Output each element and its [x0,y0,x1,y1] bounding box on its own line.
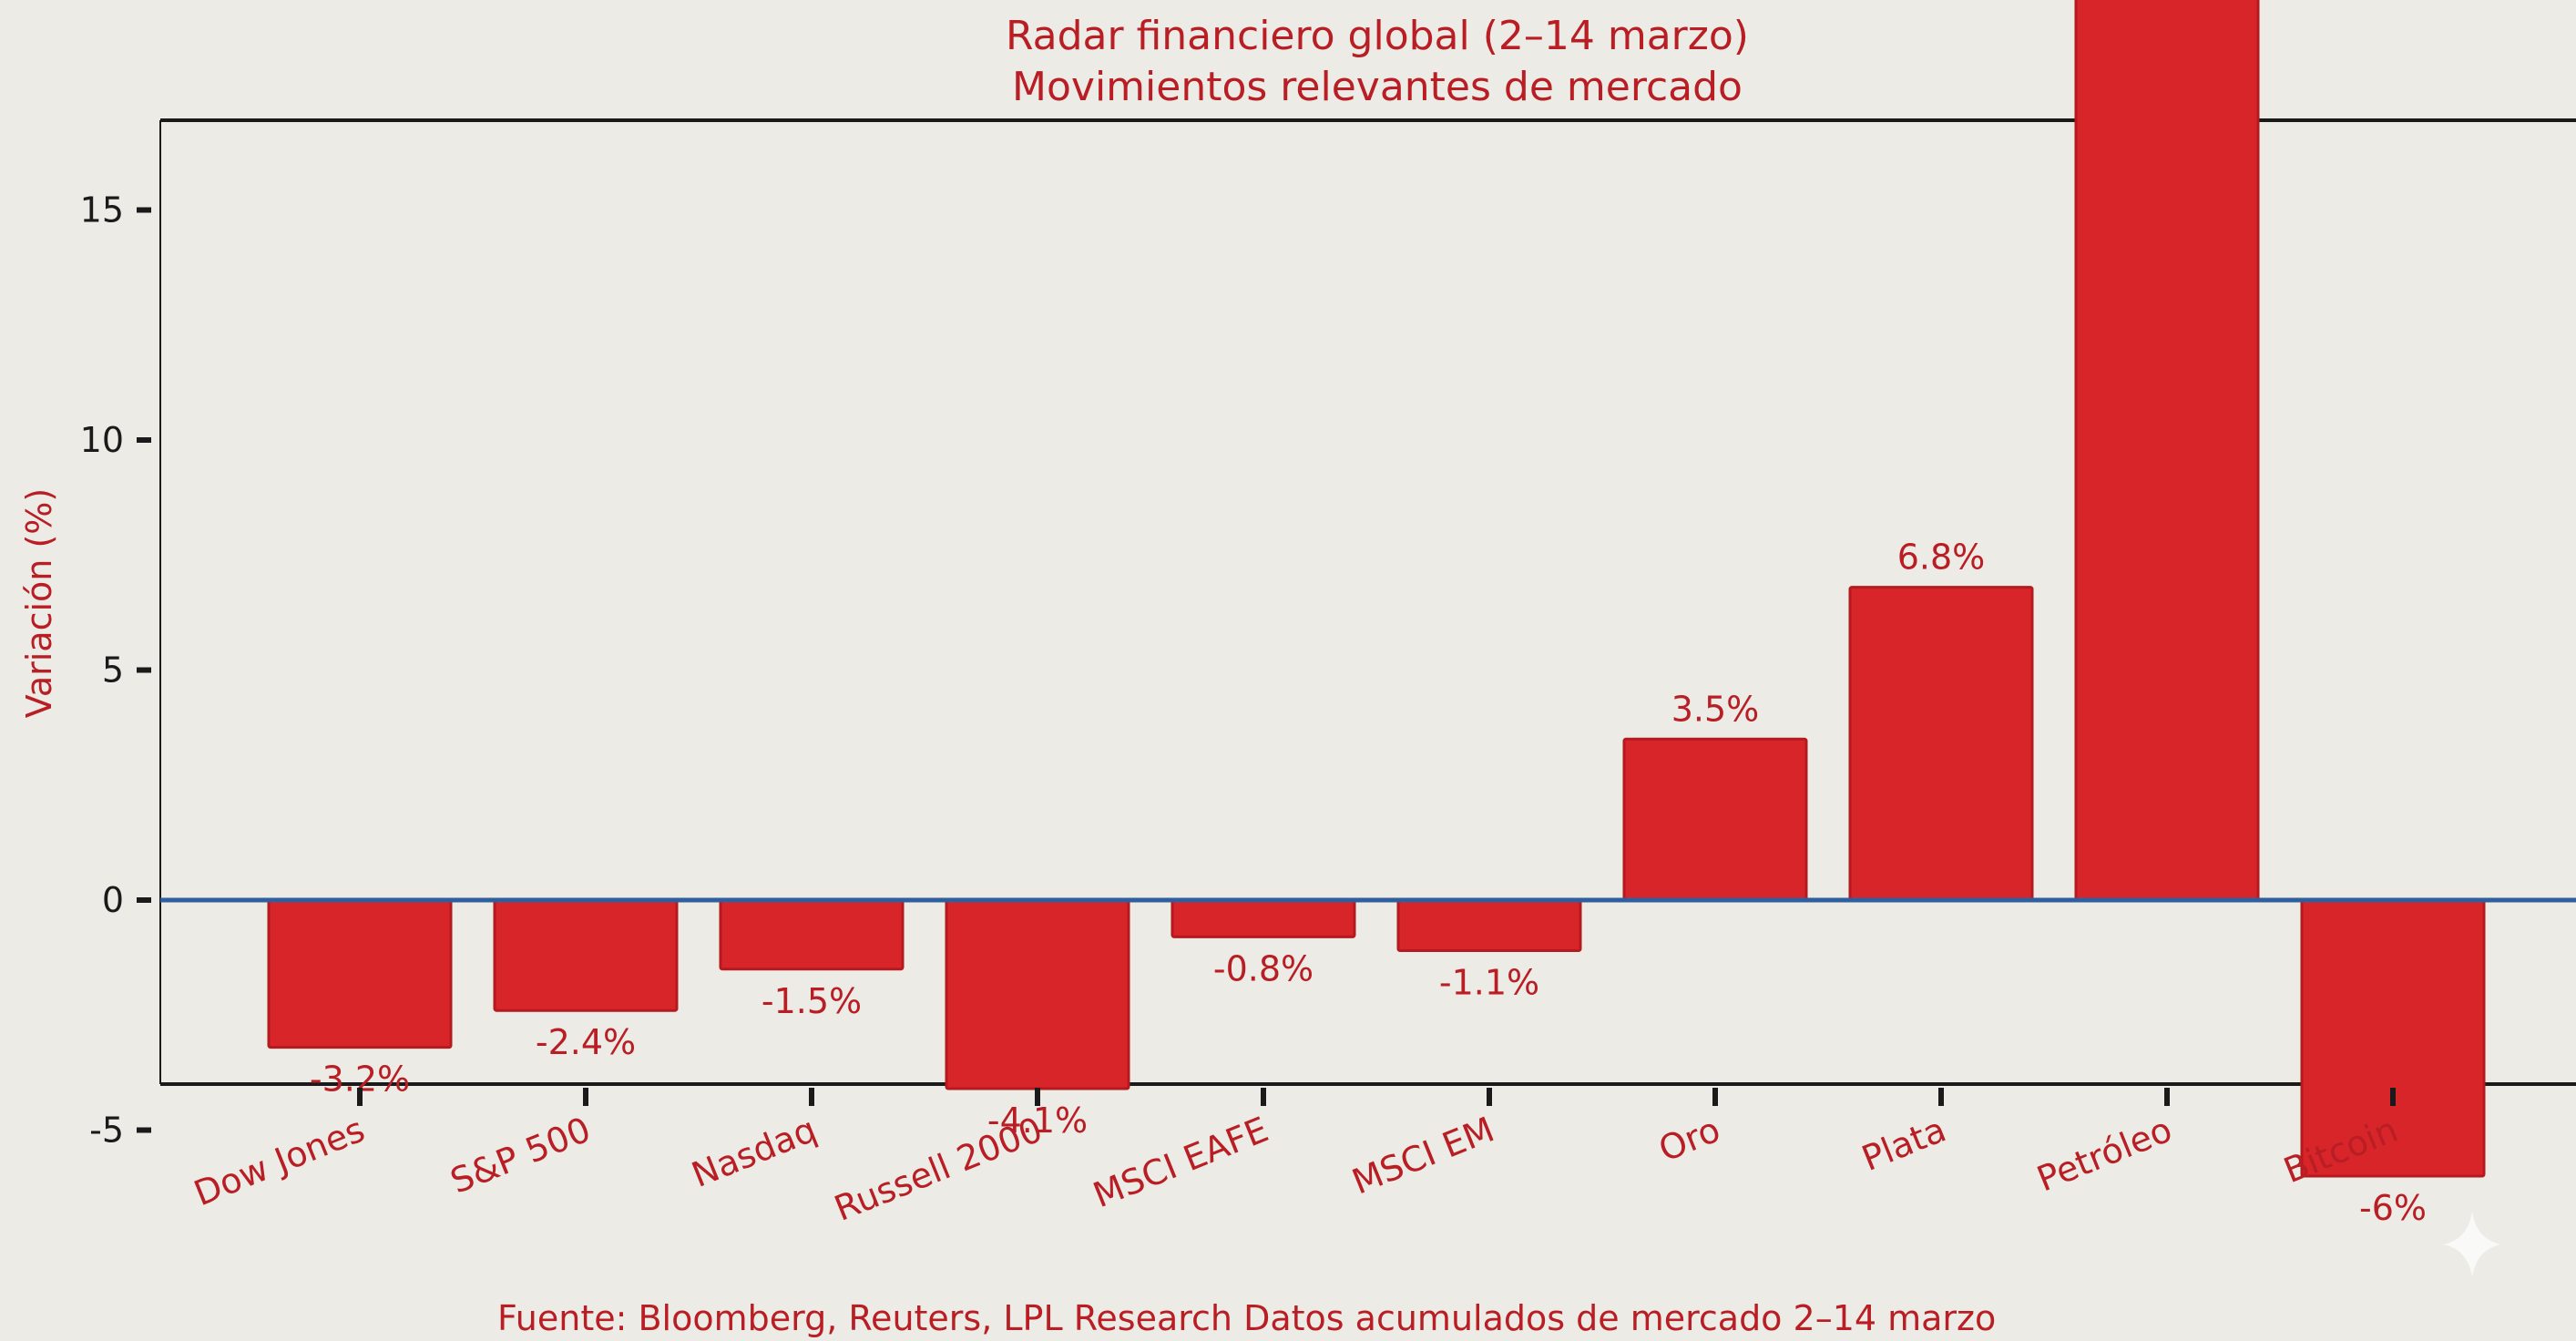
bar [945,898,1130,1090]
x-category-label: Petróleo [2031,1110,2177,1200]
source-note: Fuente: Bloomberg, Reuters, LPL Research… [497,1298,1996,1338]
bars [267,0,2486,1178]
x-category-label: MSCI EM [1346,1110,1499,1203]
data-label: -1.1% [1439,963,1539,1003]
x-category-label: Dow Jones [189,1110,371,1214]
data-label: 6.8% [1897,537,1986,578]
y-tick-label: -5 [89,1111,124,1151]
y-tick-label: 0 [102,880,124,920]
bar [1848,586,2034,902]
x-axis-categories: Dow Jones S&P 500 Nasdaq Russell 2000 MSCI E… [189,1088,2403,1229]
x-category-label: S&P 500 [445,1110,596,1202]
data-label: -6% [2359,1188,2427,1228]
data-label: -1.5% [762,981,862,1021]
y-axis-ticks: -5051015202530 [80,190,151,1151]
y-tick-label: 15 [80,190,124,230]
data-label: -4.1% [987,1100,1088,1141]
data-label: -2.4% [536,1022,636,1062]
y-axis-label: Variación (%) [19,488,59,718]
bar [267,898,453,1049]
bar [1170,898,1356,938]
x-category-label: Plata [1856,1110,1952,1179]
chart-title: Radar financiero global (2–14 marzo) [1006,13,1749,59]
x-category-label: Nasdaq [686,1110,822,1195]
x-category-label: Russell 2000 [829,1110,1048,1229]
chart-subtitle: Movimientos relevantes de mercado [1012,64,1743,110]
data-label: -0.8% [1213,948,1314,988]
x-category-label: MSCI EAFE [1088,1110,1273,1216]
bar [493,898,679,1012]
y-tick-label: 5 [102,650,124,691]
bar [719,898,905,971]
bar [2074,0,2260,902]
bar [1396,898,1582,953]
sparkle-icon [2443,1212,2501,1277]
data-label: 3.5% [1671,689,1760,729]
x-category-label: Oro [1653,1110,1725,1170]
bar [1622,737,1808,902]
y-tick-label: 10 [80,420,124,460]
